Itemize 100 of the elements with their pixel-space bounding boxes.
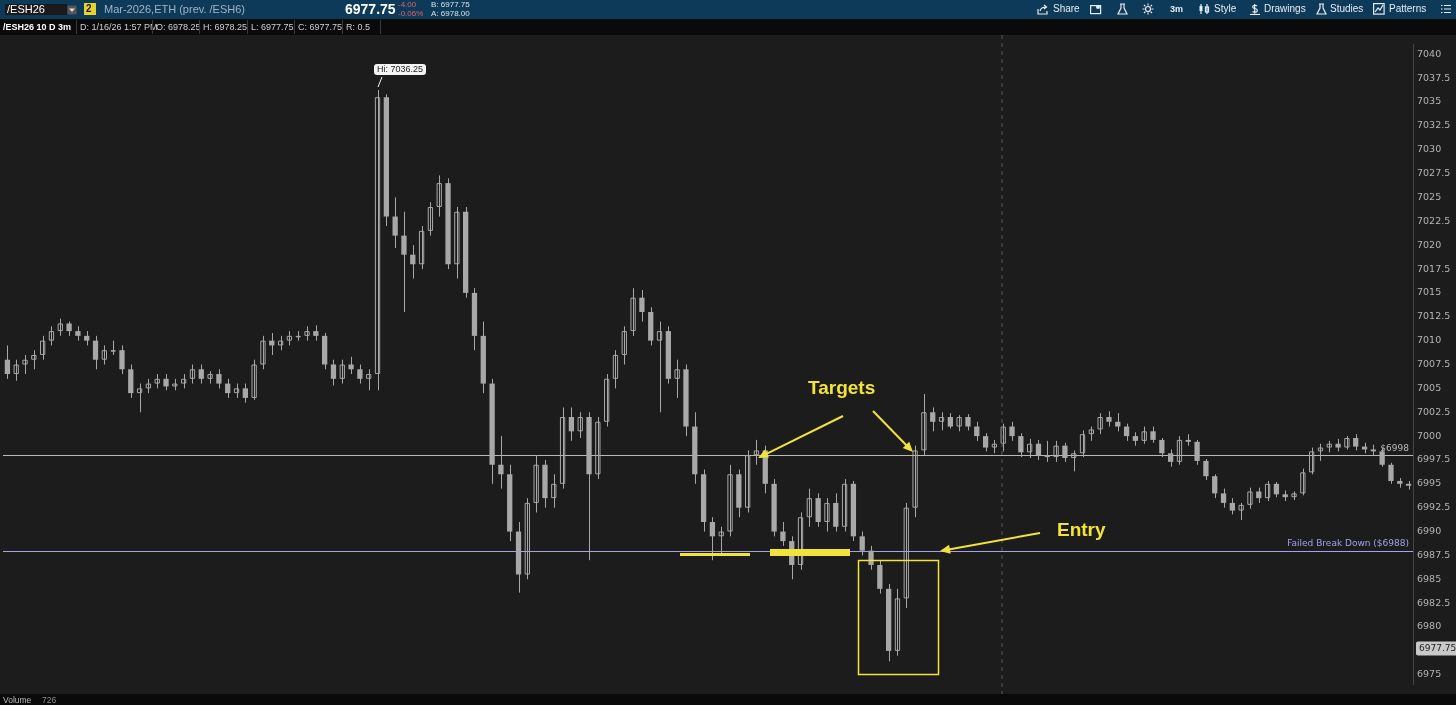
candlestick [216,368,222,389]
candlestick [859,531,865,556]
candlestick [612,349,619,389]
text: O: 6978.25 [156,22,201,32]
candlestick [1071,449,1077,472]
candlestick [930,406,936,432]
candlestick [410,244,416,280]
y-tick-label: 7025 [1417,190,1442,202]
text: Volume [3,695,32,705]
y-tick-label: 7037.5 [1417,71,1451,83]
candlestick [304,325,310,342]
y-tick-label: 7010 [1417,334,1442,346]
candlestick [894,588,901,657]
text: Drawings [1264,3,1306,14]
candlestick [1203,458,1209,481]
text: Patterns [1389,3,1427,14]
candlestick [1044,440,1050,463]
candlestick [22,354,28,375]
y-tick-label: 6980 [1417,620,1442,632]
candlestick [251,359,257,401]
candlestick [357,364,363,385]
y-tick-label: 7040 [1417,47,1442,59]
y-tick-label: 7017.5 [1417,262,1451,274]
candlestick [745,449,751,513]
candlestick [1159,437,1165,458]
candlestick [339,359,345,385]
candlestick [912,445,918,518]
candlestick [621,325,627,365]
candlestick [198,364,204,385]
candlestick [1027,438,1033,459]
candlestick [1300,468,1306,496]
candlestick [709,516,716,561]
candlestick [1194,439,1200,466]
text: B: 6977.75 [431,0,470,9]
text: R: 0.5 [346,22,371,32]
candlestick [974,421,980,442]
text: Share [1053,3,1080,14]
candlestick [40,335,46,361]
candlestick [454,206,460,280]
y-tick-label: 7005 [1417,381,1442,393]
candlestick [427,201,434,237]
text: L: 6977.75 [251,22,294,32]
candlestick [374,89,381,391]
text: A: 6978.00 [431,9,470,18]
y-tick-label: 7035 [1417,95,1442,107]
text: Style [1214,3,1237,14]
candlestick [136,383,143,413]
candlestick [1264,480,1271,502]
candlestick [727,464,733,537]
candlestick [568,406,575,442]
candlestick [797,511,804,571]
candlestick [1185,433,1191,447]
candlestick [533,454,539,513]
candlestick [92,335,99,370]
candlestick [392,196,398,249]
text: -4.00 [398,0,417,9]
candlestick [101,344,107,365]
text: 2 [84,3,96,15]
y-tick-label: 6997.5 [1417,453,1451,465]
text: 3m [1170,4,1184,14]
candlestick [630,287,636,337]
text: -0.06% [398,9,424,18]
y-tick-label: 7015 [1417,286,1442,298]
candlestick [31,349,37,370]
candlestick [1212,473,1218,499]
y-tick-label: 6992.5 [1417,501,1451,513]
text: H: 6978.25 [203,22,248,32]
candlestick [982,432,989,452]
candlestick [595,416,601,480]
candlestick [418,225,425,270]
annotation: Entry [1057,519,1106,540]
candlestick [48,325,55,346]
candlestick [1062,442,1068,463]
candlestick [780,521,786,547]
annotation: Targets [808,377,876,398]
candlestick [207,370,213,385]
candlestick [639,289,645,323]
y-tick-label: 6990 [1417,525,1442,537]
candlestick [242,383,248,404]
candlestick [524,497,530,580]
candlestick [436,174,442,218]
y-tick-label: 6982.5 [1417,596,1451,608]
y-tick-label: 7000 [1417,429,1442,441]
candlestick [559,406,566,490]
candlestick [1097,412,1103,435]
candlestick [1176,435,1183,466]
candlestick [366,368,372,391]
y-tick-label: 7030 [1417,143,1442,155]
candlestick [551,473,557,509]
y-tick-label: 6985 [1417,572,1442,584]
candlestick [1009,421,1015,442]
candlestick [1079,429,1086,458]
text: Studies [1330,3,1364,14]
ref-line-label: $6998 [1380,443,1410,454]
candlestick [1220,488,1227,509]
candlestick [119,344,125,375]
annotation: 6977.75 [1419,642,1456,653]
y-tick-label: 6995 [1417,477,1442,489]
candlestick [1000,423,1006,452]
candlestick [577,411,583,439]
